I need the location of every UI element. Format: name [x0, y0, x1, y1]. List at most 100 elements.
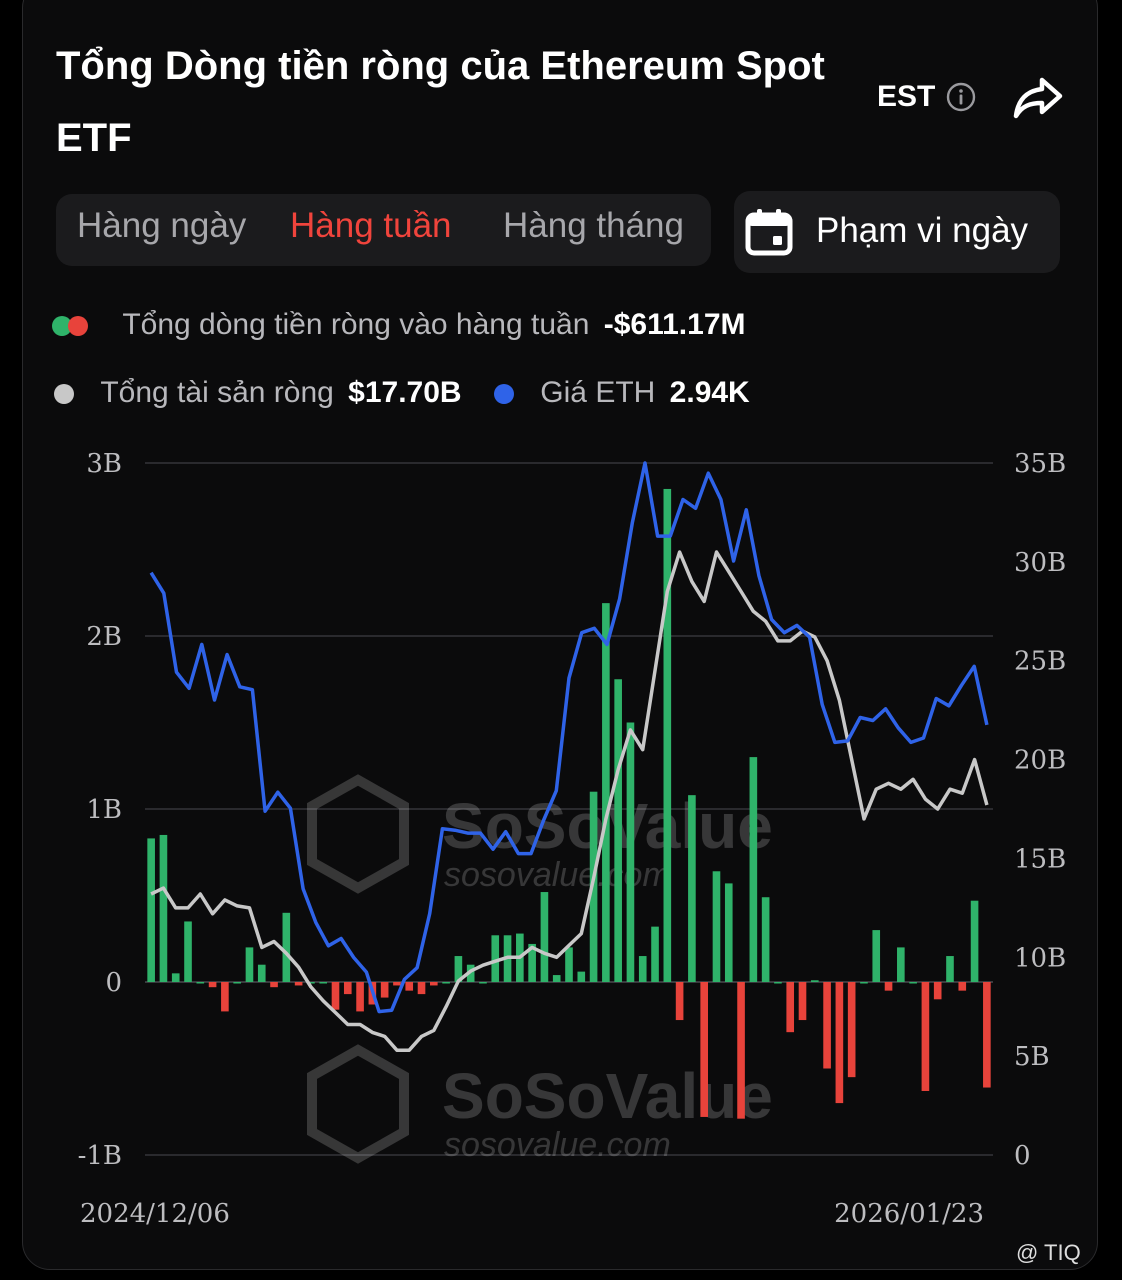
flow-bar [577, 971, 586, 982]
price-line [149, 461, 989, 1014]
flow-bar [233, 982, 241, 984]
flow-bar [823, 982, 831, 1069]
flow-bar [282, 912, 291, 982]
flow-bar [528, 943, 536, 982]
flow-bar [798, 982, 807, 1021]
flow-legend-icon [52, 316, 96, 336]
y-left-tick-label: 1B [86, 795, 122, 825]
flow-bar [454, 956, 463, 982]
tab-weekly[interactable]: Hàng tuần [290, 206, 452, 245]
flow-bar [380, 982, 389, 998]
flow-bars [147, 488, 991, 1119]
flow-bar [270, 982, 278, 988]
interval-tabs: Hàng ngày Hàng tuần Hàng tháng [56, 194, 711, 266]
y-right-tick-label: 25B [1014, 647, 1066, 677]
flow-bar [343, 982, 352, 995]
y-right-tick-label: 35B [1014, 449, 1066, 479]
flow-bar [970, 900, 979, 982]
price-legend-dot [493, 384, 514, 404]
watermark-site: sosovalue.com [444, 856, 671, 894]
y-right-tick-label: 10B [1014, 943, 1066, 973]
date-range-label: Phạm vi ngày [816, 211, 1029, 250]
flow-bar [872, 930, 881, 982]
flow-bar [147, 838, 155, 982]
flow-bar [946, 956, 954, 982]
watermark-brand: SoSoValue [442, 1060, 773, 1132]
flow-bar [417, 982, 426, 995]
flow-bar [810, 980, 819, 982]
flow-bar [159, 834, 168, 982]
flow-bar [651, 926, 659, 982]
assets-legend-value: $17.70B [348, 376, 462, 409]
flow-bar [860, 982, 868, 984]
flow-bar [245, 947, 254, 982]
flow-bar [712, 871, 721, 982]
watermark-logo [307, 774, 409, 894]
flow-bar [430, 982, 438, 986]
flow-bar [688, 795, 696, 982]
flow-bar [897, 947, 905, 982]
share-icon[interactable] [1012, 74, 1064, 120]
y-right-tick-label: 20B [1014, 746, 1066, 776]
y-left-tick-label: 0 [105, 968, 122, 998]
axis-ticks: 3B 2B 1B 0 -1B 35B 30B 25B 20B 15B 10B 5B 0 2024/12/0… [78, 449, 1067, 1229]
flow-bar [540, 892, 549, 982]
tab-daily[interactable]: Hàng ngày [77, 206, 247, 245]
y-left-tick-label: 2B [86, 622, 122, 652]
flow-bar [909, 982, 917, 984]
legend-flow: Tổng dòng tiền ròng vào hàng tuần -$611.… [52, 308, 746, 342]
flow-bar [675, 982, 684, 1021]
y-left-tick-label: -1B [78, 1141, 122, 1171]
x-end-label: 2026/01/23 [834, 1199, 984, 1229]
flow-bar [491, 935, 500, 982]
flow-bar [761, 897, 770, 982]
flow-legend-value: -$611.17M [603, 308, 746, 341]
flow-bar [294, 982, 303, 986]
y-right-tick-label: 0 [1014, 1141, 1031, 1171]
flow-bar [700, 982, 708, 1117]
flow-bar [171, 973, 180, 982]
flow-bar [565, 947, 573, 982]
flow-bar [589, 791, 598, 982]
assets-legend-label: Tổng tài sản ròng [100, 376, 334, 409]
tab-monthly[interactable]: Hàng tháng [503, 206, 684, 245]
watermark-logo [307, 1044, 409, 1164]
y-left-tick-label: 3B [86, 449, 122, 479]
flow-bar [196, 982, 205, 984]
timezone-label[interactable]: EST [877, 80, 936, 113]
flow-bar [983, 982, 991, 1088]
watermark-site: sosovalue.com [444, 1126, 671, 1164]
flow-bar [221, 982, 229, 1012]
flow-bar [208, 982, 217, 988]
flow-bar [774, 982, 782, 984]
flow-bar [724, 883, 733, 982]
x-start-label: 2024/12/06 [80, 1199, 230, 1229]
y-right-tick-label: 30B [1014, 548, 1066, 578]
info-icon[interactable] [946, 82, 976, 112]
calendar-icon [745, 209, 793, 256]
flow-bar [663, 488, 672, 982]
flow-bar [319, 982, 328, 984]
date-range-button[interactable]: Phạm vi ngày [734, 191, 1060, 273]
price-legend-value: 2.94K [669, 376, 750, 409]
flow-bar [405, 982, 414, 991]
y-right-tick-label: 15B [1014, 844, 1066, 874]
flow-bar [614, 679, 622, 982]
flow-bar [638, 956, 647, 982]
y-right-tick-label: 5B [1014, 1042, 1050, 1072]
flow-bar [835, 982, 844, 1104]
flow-bar [958, 982, 967, 991]
source-tag: @ TIQ [1016, 1240, 1081, 1265]
flow-bar [331, 982, 340, 1010]
flow-bar [552, 975, 561, 982]
legend-assets-price: Tổng tài sản ròng $17.70B Giá ETH 2.94K [54, 376, 750, 410]
flow-bar [626, 722, 635, 982]
flow-bar [356, 982, 364, 1012]
page-title: Tổng Dòng tiền ròng của Ethereum Spot ET… [56, 44, 825, 160]
flow-bar [479, 982, 487, 984]
flow-bar [884, 982, 893, 991]
flow-bar [933, 982, 942, 1000]
